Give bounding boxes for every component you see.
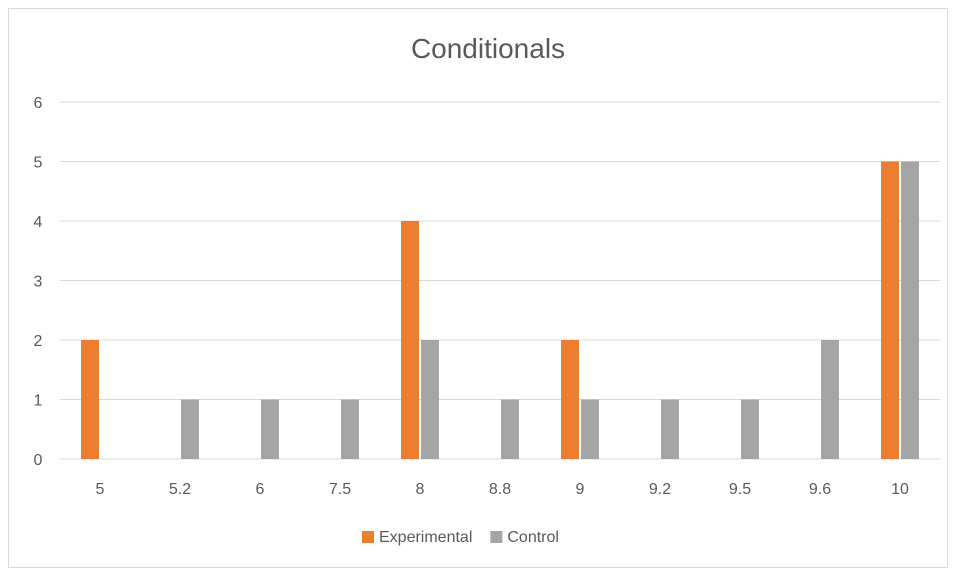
bar-experimental-5 (81, 340, 99, 459)
x-tick-label: 9.6 (809, 481, 831, 498)
y-tick-label: 6 (34, 95, 43, 112)
bar-control-7.5 (341, 399, 359, 459)
x-tick-label: 8.8 (489, 481, 511, 498)
y-axis-ticks: 0 1 2 3 4 5 6 (34, 95, 43, 469)
x-tick-label: 5 (96, 481, 105, 498)
x-tick-label: 5.2 (169, 481, 191, 498)
x-tick-label: 8 (416, 481, 425, 498)
bars (81, 161, 919, 459)
gridlines (60, 101, 940, 460)
y-tick-label: 5 (34, 155, 43, 172)
x-tick-label: 6 (256, 481, 265, 498)
y-tick-label: 2 (34, 333, 43, 350)
bar-control-8 (421, 340, 439, 459)
y-tick-label: 4 (34, 214, 43, 231)
bar-control-9.6 (821, 340, 839, 459)
bar-experimental-8 (401, 221, 419, 459)
bar-experimental-10 (881, 161, 899, 459)
legend-swatch-experimental (362, 531, 374, 543)
legend: Experimental Control (362, 529, 559, 546)
bar-control-5.2 (181, 399, 199, 459)
x-tick-label: 7.5 (329, 481, 351, 498)
bar-control-9.2 (661, 399, 679, 459)
legend-label-control: Control (507, 529, 559, 546)
bar-control-9 (581, 399, 599, 459)
bar-control-10 (901, 161, 919, 459)
bar-control-8.8 (501, 399, 519, 459)
x-tick-label: 9.2 (649, 481, 671, 498)
bar-experimental-9 (561, 340, 579, 459)
legend-swatch-control (490, 531, 503, 543)
bar-control-6 (261, 399, 279, 459)
x-axis-ticks: 5 5.2 6 7.5 8 8.8 9 9.2 9.5 9.6 10 (96, 481, 909, 498)
x-tick-label: 9 (576, 481, 585, 498)
x-tick-label: 9.5 (729, 481, 751, 498)
legend-label-experimental: Experimental (379, 529, 472, 546)
bar-control-9.5 (741, 399, 759, 459)
chart-frame (8, 8, 948, 568)
x-tick-label: 10 (891, 481, 909, 498)
y-tick-label: 0 (34, 452, 43, 469)
y-tick-label: 3 (34, 274, 43, 291)
chart-title: Conditionals (411, 33, 565, 64)
y-tick-label: 1 (34, 393, 43, 410)
